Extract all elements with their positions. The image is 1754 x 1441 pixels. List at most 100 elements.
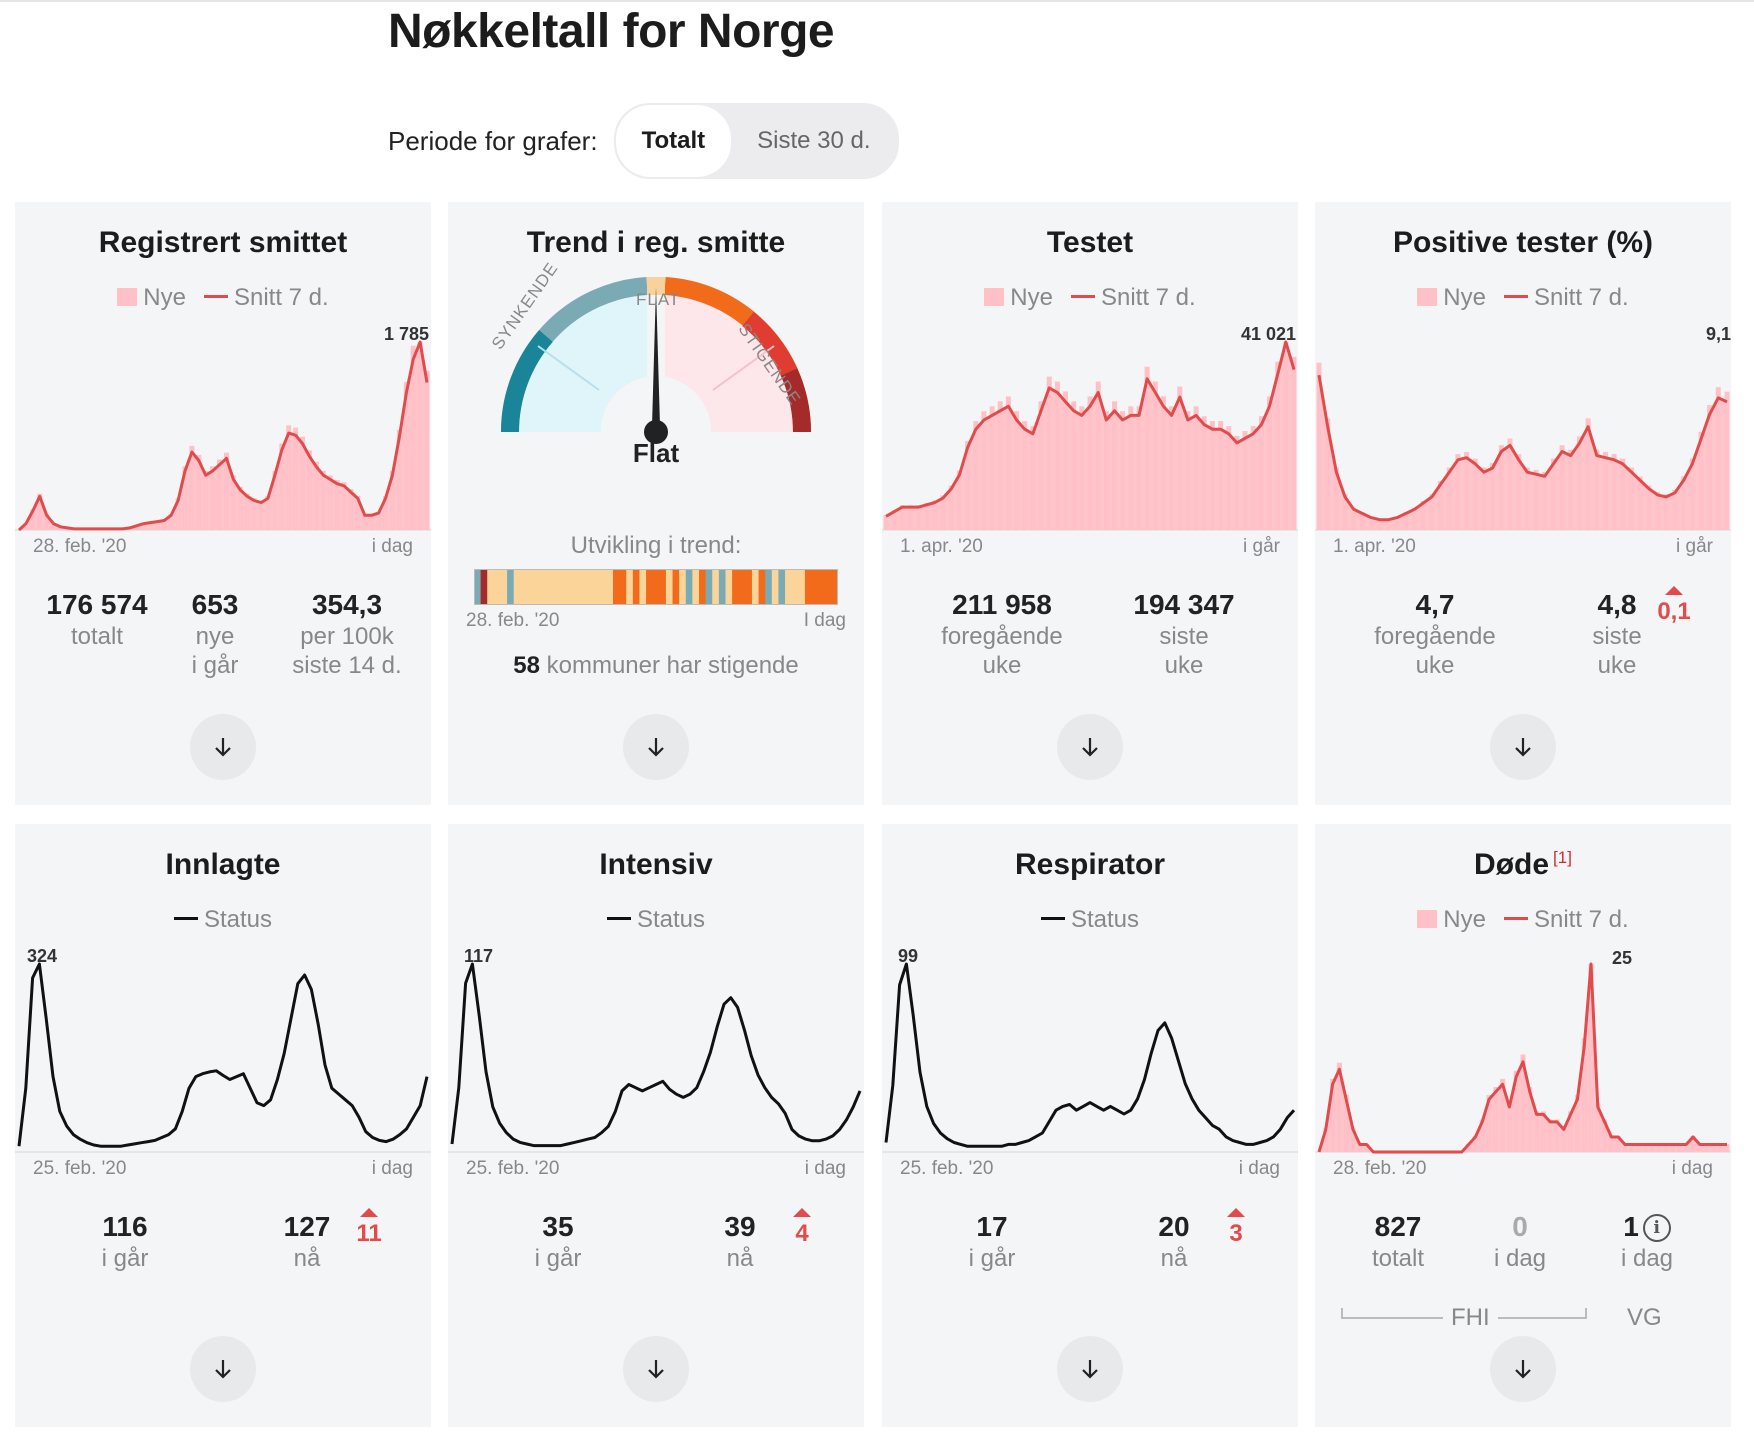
trend-segment: [546, 570, 555, 604]
kommuner-label: kommuner har stigende: [546, 652, 799, 679]
expand-button[interactable]: [190, 1336, 256, 1402]
delta-value: 0,1: [1657, 598, 1691, 625]
trend-segment: [732, 570, 740, 604]
arrow-down-icon: [648, 738, 664, 757]
card-title: Testet: [1046, 226, 1134, 259]
trend-segment: [712, 570, 720, 604]
arrow-down-icon: [215, 1360, 231, 1379]
trend-segment: [692, 570, 700, 604]
stat-label: foregående: [1374, 623, 1496, 650]
stat-label: nå: [293, 1245, 321, 1272]
period-selector: Periode for grafer: Totalt Siste 30 d.: [388, 103, 899, 179]
trend-segment: [679, 570, 687, 604]
stat-siste-uke: 4,8 siste uke: [1537, 588, 1697, 680]
legend-avg: Snitt 7 d.: [1533, 284, 1629, 311]
trend-segment: [771, 570, 780, 604]
stat-foregaende-uke: 4,7 foregående uke: [1355, 588, 1515, 680]
stat-label: siste 14 d.: [292, 652, 402, 679]
stat-label: totalt: [70, 623, 124, 650]
trend-segment: [579, 570, 588, 604]
card-title: Registrert smittet: [98, 226, 348, 259]
trend-segment: [599, 570, 607, 604]
stat-na: 127 nå: [247, 1210, 367, 1273]
chart-legend: Status: [882, 906, 1298, 934]
expand-button[interactable]: [623, 1336, 689, 1402]
expand-button[interactable]: [1490, 714, 1556, 780]
legend-line-swatch: [1503, 295, 1528, 298]
kommuner-count: 58: [513, 652, 540, 679]
expand-button[interactable]: [1490, 1336, 1556, 1402]
stat-siste-uke: 194 347 siste uke: [1104, 588, 1264, 680]
arrow-down-icon: [215, 738, 231, 757]
triangle-up-icon: [360, 1208, 378, 1217]
trend-segment: [586, 570, 594, 604]
legend-status: Status: [1070, 906, 1140, 933]
trend-segment: [513, 570, 521, 604]
stat-value: 116: [102, 1211, 148, 1242]
trend-segment: [652, 570, 660, 604]
legend-bar-swatch: [1417, 288, 1438, 306]
chart-legend: Status: [448, 906, 864, 934]
legend-line-swatch: [203, 295, 228, 298]
period-toggle: Totalt Siste 30 d.: [613, 103, 899, 179]
stat-label: i går: [191, 652, 239, 679]
legend-line-swatch: [1070, 295, 1095, 298]
axis-end-label: i dag: [804, 1158, 846, 1179]
trend-segment: [493, 570, 502, 604]
trend-segment: [659, 570, 667, 604]
period-label: Periode for grafer:: [388, 125, 598, 156]
chart-legend: Nye Snitt 7 d.: [15, 284, 431, 312]
trend-segment: [606, 570, 614, 604]
stat-label: per 100k: [300, 623, 394, 650]
legend-new: Nye: [1010, 284, 1053, 311]
expand-button[interactable]: [190, 714, 256, 780]
axis-end-label: I dag: [803, 610, 846, 631]
stat-label: nå: [726, 1245, 754, 1272]
expand-button[interactable]: [1057, 714, 1123, 780]
period-option-siste-30[interactable]: Siste 30 d.: [757, 127, 871, 154]
kommuner-text: 58 kommuner har stigende: [448, 652, 864, 680]
delta-badge: 3: [1216, 1208, 1256, 1248]
chart-area: [886, 342, 1294, 530]
legend-new: Nye: [143, 284, 186, 311]
stat-per-100k: 354,3 per 100k siste 14 d.: [277, 588, 417, 680]
source-fhi: FHI: [1443, 1304, 1498, 1332]
trend-segment: [480, 570, 488, 604]
legend-bar-swatch: [117, 288, 138, 306]
stat-label: uke: [1415, 652, 1455, 679]
period-option-totalt[interactable]: Totalt: [615, 105, 732, 177]
chart-respirator: [882, 962, 1298, 1153]
trend-segment: [533, 570, 541, 604]
stat-label: i går: [534, 1245, 582, 1272]
chart-status-line: [450, 962, 862, 1148]
stat-i-dag-fhi: 0 i dag: [1465, 1210, 1575, 1273]
stat-value: 176 574: [46, 589, 148, 620]
expand-button[interactable]: [1057, 1336, 1123, 1402]
info-icon[interactable]: i: [1642, 1214, 1671, 1242]
stat-label: nå: [1160, 1245, 1188, 1272]
trend-segment: [738, 570, 746, 604]
source-vg: VG: [1627, 1304, 1662, 1331]
trend-gauge: [500, 277, 812, 444]
chart-area: [19, 342, 427, 530]
trend-segment: [526, 570, 535, 604]
delta-badge: 0,1: [1649, 586, 1699, 626]
trend-segment: [705, 570, 713, 604]
footnote-link[interactable]: [1]: [1553, 848, 1572, 867]
delta-value: 4: [795, 1220, 809, 1247]
trend-segment: [672, 570, 680, 604]
axis-start-label: 28. feb. '20: [33, 536, 127, 557]
chart-smittet: [15, 340, 431, 532]
chart-innlagte: [15, 962, 431, 1153]
stat-value: 20: [1158, 1211, 1190, 1242]
triangle-up-icon: [1665, 586, 1683, 595]
legend-new: Nye: [1443, 284, 1486, 311]
card-title: Trend i reg. smitte: [526, 226, 786, 259]
card-testet: Testet Nye Snitt 7 d. 41 021 1. apr. '20 …: [882, 202, 1298, 805]
chart-legend: Nye Snitt 7 d.: [1315, 284, 1731, 312]
legend-avg: Snitt 7 d.: [1533, 906, 1629, 933]
expand-button[interactable]: [623, 714, 689, 780]
page-title: Nøkkeltall for Norge: [388, 5, 835, 58]
stat-label: totalt: [1371, 1245, 1425, 1272]
